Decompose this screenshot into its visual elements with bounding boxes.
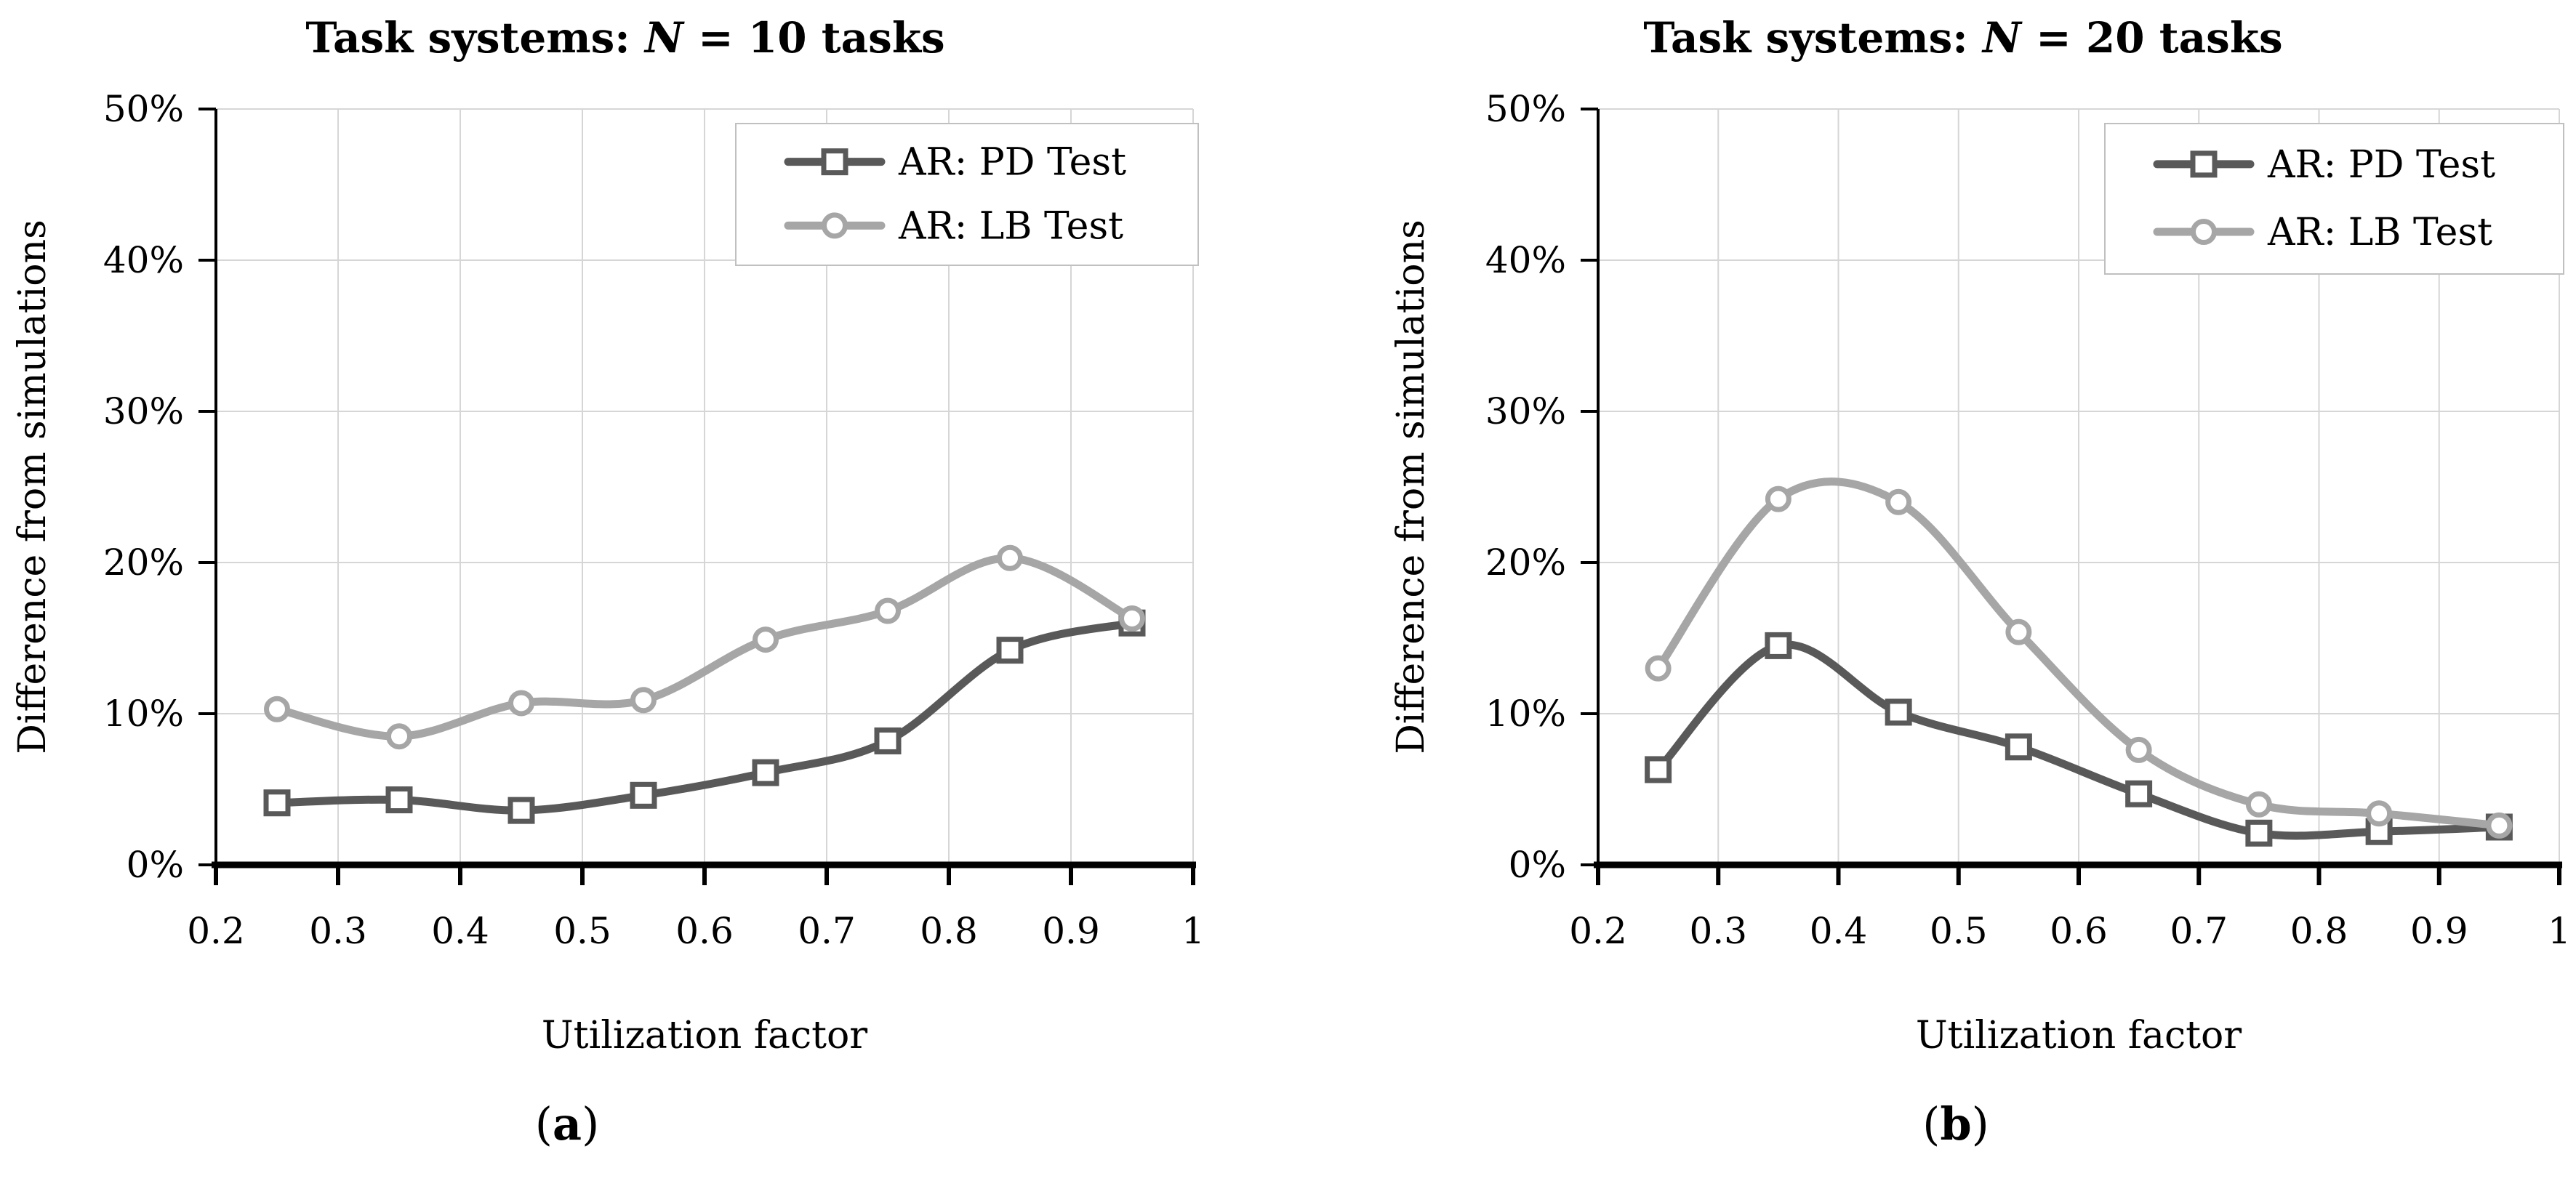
lb-data-marker [1885,488,1912,515]
x-tick-label: 0.5 [553,910,611,952]
pd-data-marker [752,759,779,786]
legend-label: AR: PD Test [898,141,1126,185]
legend-box [735,123,1199,266]
pd-data-marker [874,727,902,754]
caption-letter: a [552,1097,582,1150]
pd-data-marker [630,781,657,809]
caption-close-paren: ) [582,1097,600,1150]
legend-label: AR: LB Test [2267,211,2492,254]
x-axis-title: Utilization factor [542,1014,867,1057]
lb-data-marker [2245,791,2272,818]
x-tick-label: 0.4 [431,910,489,952]
caption-open-paren: ( [534,1097,553,1150]
y-tick-label: 30% [103,390,184,432]
lb-data-marker [1645,655,1672,682]
x-tick-label: 0.2 [1569,910,1627,952]
chart-title: Task systems: N = 10 tasks [305,13,944,63]
y-tick-label: 20% [103,541,184,584]
lb-data-marker [2005,618,2032,645]
caption-open-paren: ( [1922,1097,1941,1150]
x-tick-label: 0.3 [309,910,367,952]
x-tick-label: 0.9 [2410,910,2468,952]
y-tick-label: 50% [103,88,184,130]
pd-data-marker [2245,819,2273,847]
x-tick-label: 0.8 [2290,910,2348,952]
pd-data-marker [2125,780,2153,807]
lb-data-marker [1119,605,1145,632]
x-tick-label: 0.7 [2170,910,2228,952]
lb-data-marker [2366,800,2393,827]
legend-pd-marker [2190,150,2218,178]
chart-panel-a: 0.2 0.3 0.4 0.5 0.6 0.7 0.8 0.9 10%10%20%30%40%5… [11,13,1205,1057]
pd-data-marker [507,797,535,824]
lb-data-marker [508,690,534,717]
y-tick-label: 10% [1485,693,1566,735]
x-tick-label: 0.2 [187,910,245,952]
chart-panel-b: 0.2 0.3 0.4 0.5 0.6 0.7 0.8 0.9 10%10%20%30%40%5… [1389,13,2571,1057]
x-tick-label: 0.6 [675,910,734,952]
x-tick-label: 0.8 [920,910,978,952]
x-tick-label: 0.4 [1810,910,1868,952]
y-axis-title: Difference from simulations [11,219,55,754]
x-axis-title: Utilization factor [1916,1014,2242,1057]
legend-label: AR: PD Test [2267,143,2495,187]
y-tick-label: 40% [103,239,184,281]
y-tick-label: 0% [1509,844,1566,886]
panel-b-caption: (b) [1847,1097,2065,1150]
lb-data-marker [2486,812,2513,839]
lb-data-marker [630,687,657,714]
series-line-pd [273,618,1136,815]
pd-data-marker [996,637,1024,664]
x-tick-label: 0.3 [1689,910,1747,952]
x-tick-label: 1 [2548,910,2571,952]
lb-data-marker [997,544,1023,571]
x-tick-label: 0.7 [798,910,856,952]
legend-pd-marker [821,148,848,176]
lb-data-marker [386,723,412,750]
y-tick-label: 30% [1485,390,1566,432]
lb-data-marker [2125,736,2152,763]
pd-data-marker [2005,733,2032,761]
pd-data-marker [385,786,413,814]
pd-data-marker [263,789,291,817]
legend-box [2104,123,2564,275]
lb-data-marker [875,597,901,624]
panel-a-caption: (a) [458,1097,676,1150]
legend-lb-marker [2191,219,2217,246]
lb-data-marker [264,696,290,722]
y-tick-label: 40% [1485,239,1566,281]
pd-data-marker [1885,698,1912,726]
y-tick-label: 20% [1485,541,1566,584]
pd-data-marker [1645,756,1672,783]
caption-close-paren: ) [1971,1097,1989,1150]
y-tick-label: 0% [127,844,184,886]
x-tick-label: 0.9 [1042,910,1100,952]
legend-label: AR: LB Test [898,204,1123,248]
lb-data-marker [753,626,779,653]
x-tick-label: 1 [1181,910,1205,952]
legend-lb-marker [822,212,848,239]
lb-data-marker [1765,485,1791,512]
pd-data-marker [1765,632,1792,659]
y-tick-label: 50% [1485,88,1566,130]
x-tick-label: 0.6 [2050,910,2108,952]
chart-title: Task systems: N = 20 tasks [1643,13,2282,63]
y-tick-label: 10% [103,693,184,735]
caption-letter: b [1940,1097,1972,1150]
y-axis-title: Difference from simulations [1389,219,1433,754]
series-line-lb [273,554,1136,741]
x-tick-label: 0.5 [1930,910,1988,952]
